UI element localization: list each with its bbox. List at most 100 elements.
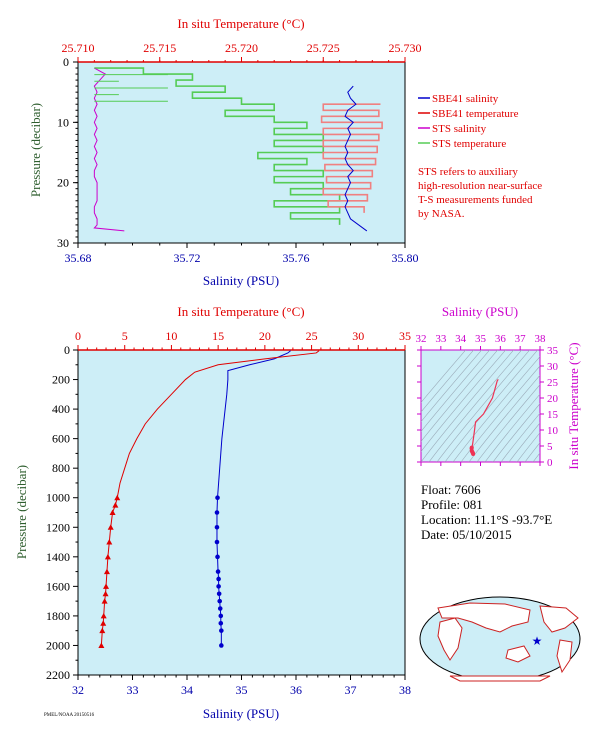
bottom-temp-tick-label: 15 xyxy=(212,329,224,343)
bottom-temperature-marker xyxy=(100,612,107,619)
top-sal-tick-label: 35.76 xyxy=(283,251,310,265)
top-note: STS refers to auxiliary high-resolution … xyxy=(418,166,542,220)
date: Date: 05/10/2015 xyxy=(421,527,512,542)
bottom-pressure-tick-label: 1800 xyxy=(46,609,70,623)
ts-sal-tick-label: 38 xyxy=(535,333,547,345)
bottom-temperature-axis: 0 5 10 15 20 25 30 35 xyxy=(75,329,411,351)
world-map: ★ xyxy=(419,596,581,682)
ts-temp-tick-label: 20 xyxy=(547,393,559,405)
bottom-temperature-marker xyxy=(99,627,106,634)
ts-sal-tick-label: 34 xyxy=(455,333,467,345)
bottom-temp-tick-label: 0 xyxy=(75,329,81,343)
ts-isopycnal-line xyxy=(436,350,531,462)
ts-isopycnals xyxy=(421,350,540,462)
bottom-salinity-marker xyxy=(215,495,220,501)
ts-sal-tick-label: 32 xyxy=(416,333,427,345)
top-salinity-axis: 35.68 35.72 35.76 35.80 xyxy=(65,243,419,265)
ts-isopycnal-line xyxy=(492,403,540,462)
bottom-temperature-marker xyxy=(107,524,114,530)
bottom-salinity-marker xyxy=(219,643,224,648)
bottom-pressure-tick-label: 0 xyxy=(64,343,70,357)
bottom-salinity-marker xyxy=(219,628,224,633)
map-antarctica xyxy=(449,675,551,682)
ts-isopycnal-line xyxy=(452,356,540,462)
bottom-salinity-marker xyxy=(216,584,221,589)
map-south-america xyxy=(556,639,573,674)
bottom-temperature-marker xyxy=(100,620,107,626)
ts-sal-tick-label: 36 xyxy=(495,333,507,345)
top-temp-tick-label: 25.715 xyxy=(143,41,176,55)
top-series-group xyxy=(93,67,383,232)
ts-isopycnal-line xyxy=(460,365,540,462)
top-salinity-axis-label: Salinity (PSU) xyxy=(203,273,279,288)
bottom-plot-area xyxy=(77,349,406,676)
top-temp-tick-label: 25.710 xyxy=(62,41,95,55)
top-temp-tick-label: 25.725 xyxy=(307,41,340,55)
ts-isopycnal-line xyxy=(500,412,540,462)
note-line-4: by NASA. xyxy=(418,208,465,220)
ts-diagram: 32 33 34 35 36 37 38 0 5 10 15 20 25 30 35 Salinity (… xyxy=(416,304,582,470)
float-id: Float: 7606 xyxy=(421,482,481,497)
top-pressure-axis-label: Pressure (decibar) xyxy=(28,103,43,197)
ts-isopycnal-line xyxy=(508,422,540,462)
top-pressure-tick-label: 0 xyxy=(63,55,69,69)
top-pressure-tick-label: 30 xyxy=(57,236,69,250)
ts-isopycnal-line xyxy=(421,350,515,462)
bottom-salinity-axis-label: Salinity (PSU) xyxy=(203,706,279,721)
ts-temp-tick-label: 25 xyxy=(547,377,559,389)
location: Location: 11.1°S -93.7°E xyxy=(421,512,552,527)
bottom-salinity-marker xyxy=(216,591,222,597)
ts-isopycnal-line xyxy=(421,350,491,432)
map-australia xyxy=(505,645,531,663)
top-temperature-axis: 25.710 25.715 25.720 25.725 25.730 xyxy=(62,41,422,63)
bottom-salinity-marker xyxy=(218,620,224,626)
map-continents xyxy=(437,602,579,682)
ts-isopycnal-line xyxy=(428,350,523,462)
bottom-pressure-tick-label: 1000 xyxy=(46,491,70,505)
bottom-temperature-marker xyxy=(112,502,119,508)
bottom-temperature-marker xyxy=(98,642,105,648)
bottom-sal-tick-label: 34 xyxy=(181,683,193,697)
bottom-temperature-marker xyxy=(106,539,113,545)
top-series-sts-temperature xyxy=(94,67,341,225)
ts-isopycnal-line xyxy=(476,384,540,462)
ts-temp-tick-label: 0 xyxy=(547,457,553,469)
bottom-sal-tick-label: 32 xyxy=(72,683,84,697)
ts-isopycnal-line xyxy=(421,350,507,453)
bottom-pressure-tick-label: 200 xyxy=(52,373,70,387)
bottom-salinity-marker xyxy=(217,606,223,611)
note-line-3: T-S measurements funded xyxy=(418,194,533,206)
bottom-temperature-axis-label: In situ Temperature (°C) xyxy=(177,304,304,319)
top-temp-tick-label: 25.720 xyxy=(225,41,258,55)
bottom-pressure-tick-label: 1400 xyxy=(46,550,70,564)
ts-temp-tick-label: 10 xyxy=(547,425,559,437)
bottom-salinity-marker xyxy=(215,569,221,574)
legend-label-sts-salinity: STS salinity xyxy=(432,123,487,135)
top-legend: SBE41 salinity SBE41 temperature STS sal… xyxy=(418,93,519,150)
top-sal-tick-label: 35.72 xyxy=(174,251,201,265)
bottom-pressure-tick-label: 2000 xyxy=(46,638,70,652)
ts-isopycnal-line xyxy=(468,374,540,462)
ts-isopycnal-line xyxy=(421,350,483,423)
ts-isopycnal-line xyxy=(421,350,499,442)
ts-salinity-axis: 32 33 34 35 36 37 38 xyxy=(416,333,547,466)
float-location-marker: ★ xyxy=(532,634,543,648)
bottom-sal-tick-label: 33 xyxy=(127,683,139,697)
bottom-pressure-tick-label: 2200 xyxy=(46,668,70,682)
bottom-series-group xyxy=(98,350,320,648)
bottom-sal-tick-label: 36 xyxy=(290,683,302,697)
top-pressure-tick-label: 20 xyxy=(57,176,69,190)
ts-plot-area xyxy=(420,349,541,463)
legend-label-sbe41-temperature: SBE41 temperature xyxy=(432,108,519,120)
ts-temp-tick-label: 5 xyxy=(547,441,553,453)
bottom-temperature-marker xyxy=(104,553,111,560)
legend-label-sts-temperature: STS temperature xyxy=(432,138,506,150)
top-temperature-axis-label: In situ Temperature (°C) xyxy=(177,16,304,31)
bottom-salinity-marker xyxy=(216,576,221,582)
ts-sal-tick-label: 33 xyxy=(435,333,447,345)
bottom-temperature-marker xyxy=(102,590,109,597)
ts-salinity-axis-label: Salinity (PSU) xyxy=(442,304,518,319)
ts-isopycnal-line xyxy=(516,432,540,462)
bottom-pressure-axis: 0 200 400 600 800 1000 1200 1400 1600 1800 2000 220… xyxy=(46,343,78,682)
